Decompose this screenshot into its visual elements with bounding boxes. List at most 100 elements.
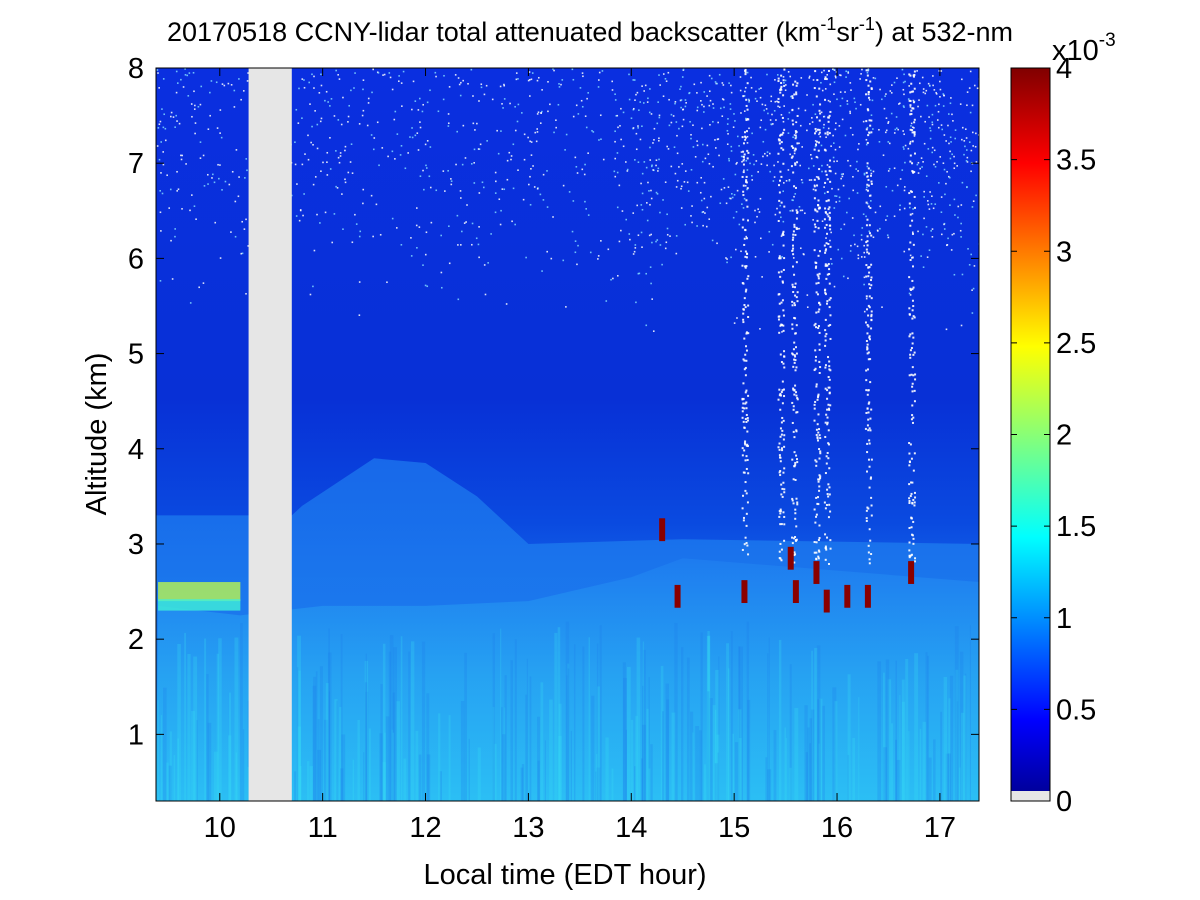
attenuation-speckle xyxy=(828,272,831,275)
noise-speckle xyxy=(723,187,726,189)
attenuation-speckle xyxy=(870,310,873,313)
attenuation-speckle xyxy=(816,79,819,82)
attenuation-speckle xyxy=(826,232,829,235)
attenuation-speckle xyxy=(778,515,781,518)
noise-speckle xyxy=(515,72,518,74)
attenuation-speckle xyxy=(866,352,869,355)
attenuation-speckle xyxy=(818,301,821,304)
attenuation-speckle xyxy=(829,510,832,513)
noise-speckle xyxy=(836,160,838,162)
plume-streak xyxy=(822,705,825,801)
noise-speckle xyxy=(928,249,931,251)
noise-speckle xyxy=(426,140,429,142)
noise-speckle xyxy=(797,107,800,110)
noise-speckle xyxy=(839,91,842,93)
noise-speckle xyxy=(690,133,692,136)
colorbar-tick-label: 0.5 xyxy=(1056,694,1096,726)
noise-speckle xyxy=(902,130,904,132)
plume-streak xyxy=(908,731,910,801)
noise-speckle xyxy=(968,263,971,266)
attenuation-speckle xyxy=(818,485,821,488)
noise-speckle xyxy=(834,172,837,175)
attenuation-speckle xyxy=(796,397,799,400)
noise-speckle xyxy=(903,189,906,192)
attenuation-speckle xyxy=(867,429,870,432)
attenuation-speckle xyxy=(866,451,869,454)
noise-speckle xyxy=(244,177,246,179)
noise-speckle xyxy=(184,68,186,70)
noise-speckle xyxy=(754,255,757,258)
noise-speckle xyxy=(911,212,914,215)
noise-speckle xyxy=(423,188,425,191)
plume-streak xyxy=(403,758,407,801)
noise-speckle xyxy=(690,168,693,171)
attenuation-speckle xyxy=(866,218,869,221)
noise-speckle xyxy=(659,244,662,246)
attenuation-speckle xyxy=(741,454,744,457)
noise-speckle xyxy=(447,113,450,115)
noise-speckle xyxy=(234,235,237,238)
attenuation-speckle xyxy=(792,478,795,481)
attenuation-speckle xyxy=(778,315,781,318)
attenuation-speckle xyxy=(815,496,818,499)
plume-streak xyxy=(714,709,717,801)
plume-streak xyxy=(834,701,838,801)
noise-speckle xyxy=(733,322,736,324)
attenuation-speckle xyxy=(867,304,870,307)
noise-speckle xyxy=(395,227,398,229)
attenuation-speckle xyxy=(791,155,794,158)
noise-speckle xyxy=(812,165,815,167)
attenuation-speckle xyxy=(825,173,828,176)
noise-speckle xyxy=(425,167,428,169)
noise-speckle xyxy=(572,115,575,118)
noise-speckle xyxy=(303,86,306,89)
noise-speckle xyxy=(503,188,506,191)
noise-speckle xyxy=(837,248,840,251)
attenuation-speckle xyxy=(819,475,822,478)
attenuation-speckle xyxy=(794,186,797,189)
attenuation-speckle xyxy=(814,266,817,269)
attenuation-speckle xyxy=(780,323,783,326)
noise-speckle xyxy=(615,115,618,117)
attenuation-speckle xyxy=(791,304,794,307)
attenuation-speckle xyxy=(912,537,915,540)
attenuation-speckle xyxy=(782,511,785,514)
attenuation-speckle xyxy=(908,73,911,76)
attenuation-speckle xyxy=(744,418,747,421)
noise-speckle xyxy=(813,184,816,187)
noise-speckle xyxy=(424,284,427,287)
noise-speckle xyxy=(459,94,462,97)
noise-speckle xyxy=(825,136,827,139)
noise-speckle xyxy=(791,199,794,201)
plume-streak xyxy=(468,738,470,801)
noise-speckle xyxy=(732,216,735,219)
noise-speckle xyxy=(418,97,421,100)
noise-speckle xyxy=(195,218,197,221)
noise-speckle xyxy=(194,122,197,124)
noise-speckle xyxy=(851,133,854,136)
noise-speckle xyxy=(691,221,693,224)
attenuation-speckle xyxy=(779,474,782,477)
noise-speckle xyxy=(736,189,739,192)
noise-speckle xyxy=(192,71,195,74)
attenuation-speckle xyxy=(781,416,784,419)
plume-streak xyxy=(728,668,730,801)
noise-speckle xyxy=(460,81,462,84)
noise-speckle xyxy=(618,184,621,187)
noise-speckle xyxy=(643,161,646,163)
plume-streak xyxy=(596,767,601,801)
noise-speckle xyxy=(307,134,309,137)
noise-speckle xyxy=(872,170,875,173)
noise-speckle xyxy=(491,98,494,101)
attenuation-speckle xyxy=(866,343,869,346)
attenuation-speckle xyxy=(826,421,829,424)
plume-streak xyxy=(882,672,885,801)
noise-speckle xyxy=(751,179,754,181)
attenuation-speckle xyxy=(869,207,872,210)
plume-streak xyxy=(306,761,310,801)
attenuation-speckle xyxy=(781,281,784,284)
noise-speckle xyxy=(598,79,600,81)
noise-speckle xyxy=(409,136,411,138)
attenuation-speckle xyxy=(829,245,832,248)
noise-speckle xyxy=(833,93,835,95)
